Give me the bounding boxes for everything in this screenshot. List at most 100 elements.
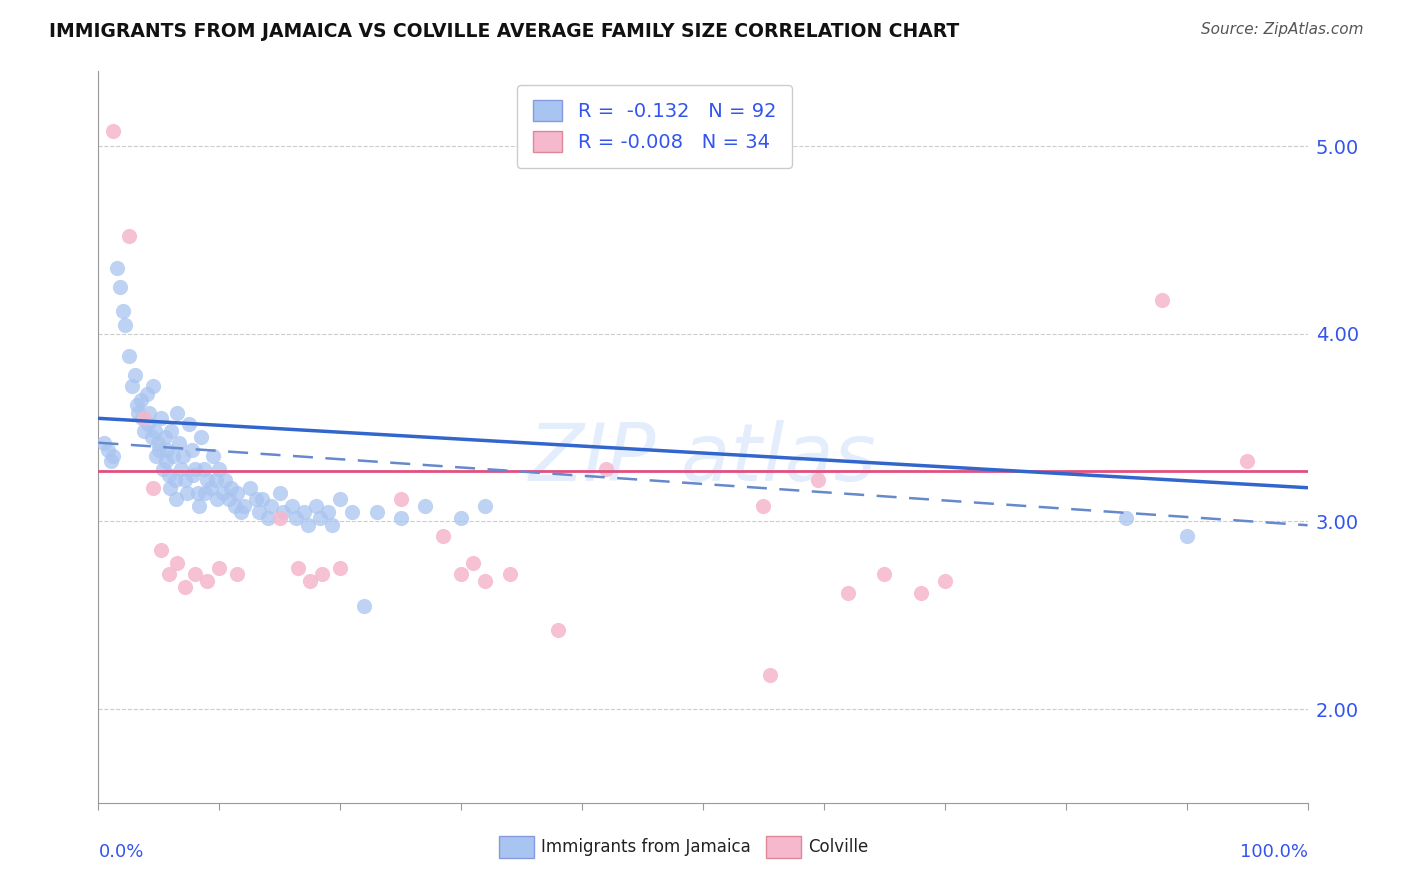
Point <box>498 566 520 581</box>
Point <box>160 425 183 439</box>
Y-axis label: Average Family Size: Average Family Size <box>0 354 8 520</box>
Point <box>1152 293 1174 308</box>
Point <box>184 462 207 476</box>
Point <box>141 430 163 444</box>
Point <box>200 481 222 495</box>
Point <box>595 462 617 476</box>
Point <box>269 486 291 500</box>
Point <box>142 481 165 495</box>
Point <box>138 406 160 420</box>
Point <box>150 542 173 557</box>
Point <box>212 486 235 500</box>
Point <box>131 411 153 425</box>
Point <box>145 449 167 463</box>
Point <box>105 261 128 276</box>
Point <box>934 574 956 589</box>
Point <box>463 556 485 570</box>
Point <box>247 505 270 519</box>
Text: Colville: Colville <box>808 838 869 856</box>
Point <box>342 505 364 519</box>
Point <box>195 574 218 589</box>
Point <box>129 392 152 407</box>
Point <box>366 505 388 519</box>
Point <box>176 486 198 500</box>
Point <box>474 500 496 514</box>
Point <box>174 473 197 487</box>
Point <box>226 486 249 500</box>
Point <box>450 566 472 581</box>
Point <box>193 462 215 476</box>
Point <box>232 500 254 514</box>
Point <box>93 435 115 450</box>
Point <box>100 454 122 468</box>
Legend: R =  -0.132   N = 92, R = -0.008   N = 34: R = -0.132 N = 92, R = -0.008 N = 34 <box>517 85 792 168</box>
Point <box>202 449 225 463</box>
Point <box>256 510 278 524</box>
Point <box>214 473 236 487</box>
Text: ZIP atlas: ZIP atlas <box>529 420 877 498</box>
Point <box>143 425 166 439</box>
Point <box>163 473 186 487</box>
Point <box>169 462 191 476</box>
Point <box>97 443 120 458</box>
Point <box>910 586 932 600</box>
Point <box>121 379 143 393</box>
Point <box>474 574 496 589</box>
Point <box>305 500 328 514</box>
Text: 0.0%: 0.0% <box>98 843 143 861</box>
Text: Immigrants from Jamaica: Immigrants from Jamaica <box>541 838 751 856</box>
Point <box>111 304 134 318</box>
Point <box>166 556 188 570</box>
Point <box>190 430 212 444</box>
Point <box>118 350 141 364</box>
Point <box>118 229 141 244</box>
Point <box>136 417 159 431</box>
Point <box>547 624 569 638</box>
Point <box>135 387 157 401</box>
Point <box>1115 510 1137 524</box>
Point <box>297 518 319 533</box>
Point <box>1236 454 1258 468</box>
Point <box>172 449 194 463</box>
Point <box>229 505 252 519</box>
Point <box>239 481 262 495</box>
Point <box>142 379 165 393</box>
Point <box>389 510 412 524</box>
Point <box>758 668 780 682</box>
Point <box>308 510 330 524</box>
Point <box>208 561 231 575</box>
Point <box>224 500 246 514</box>
Point <box>134 425 156 439</box>
Point <box>162 449 184 463</box>
Point <box>807 473 830 487</box>
Point <box>353 599 375 613</box>
Point <box>146 435 169 450</box>
Point <box>181 467 204 482</box>
Point <box>1175 529 1198 543</box>
Point <box>284 510 307 524</box>
Point <box>174 580 197 594</box>
Point <box>250 491 273 506</box>
Point <box>108 280 131 294</box>
Point <box>101 124 124 138</box>
Point <box>329 491 352 506</box>
Point <box>311 566 333 581</box>
Point <box>260 500 283 514</box>
Point <box>752 500 775 514</box>
Point <box>157 467 180 482</box>
Point <box>114 318 136 332</box>
Point <box>226 566 249 581</box>
Point <box>101 449 124 463</box>
Point <box>245 491 267 506</box>
Point <box>148 443 170 458</box>
Point <box>299 574 322 589</box>
Text: IMMIGRANTS FROM JAMAICA VS COLVILLE AVERAGE FAMILY SIZE CORRELATION CHART: IMMIGRANTS FROM JAMAICA VS COLVILLE AVER… <box>49 22 959 41</box>
Point <box>281 500 304 514</box>
Point <box>152 462 174 476</box>
Point <box>159 481 181 495</box>
Point <box>124 368 146 383</box>
Point <box>194 486 217 500</box>
Text: Source: ZipAtlas.com: Source: ZipAtlas.com <box>1201 22 1364 37</box>
Point <box>450 510 472 524</box>
Text: 100.0%: 100.0% <box>1240 843 1308 861</box>
